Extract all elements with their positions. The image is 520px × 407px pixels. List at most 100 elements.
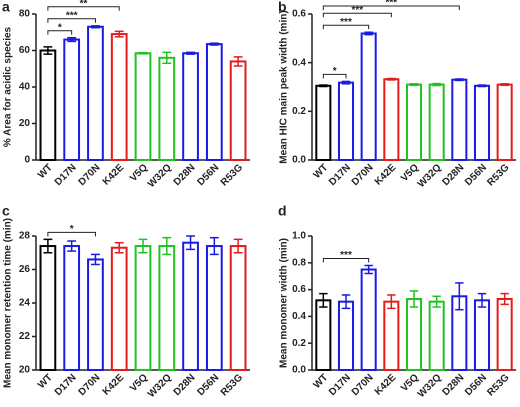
significance-label: *** bbox=[66, 10, 78, 21]
x-tick-label: D17N bbox=[327, 162, 353, 188]
error-bar bbox=[138, 238, 148, 254]
bar bbox=[315, 84, 332, 161]
bar bbox=[383, 300, 400, 371]
bar bbox=[39, 49, 57, 161]
x-tick-label: WT bbox=[36, 372, 55, 391]
bar bbox=[337, 81, 355, 161]
x-tick-label: D56N bbox=[195, 372, 221, 398]
error-bar bbox=[67, 240, 77, 252]
error-bar bbox=[43, 46, 53, 55]
x-tick-label: W32Q bbox=[416, 372, 444, 400]
significance-bracket bbox=[47, 18, 96, 23]
bar bbox=[473, 299, 491, 372]
y-tick-label: 40 bbox=[19, 82, 31, 93]
x-tick-label: D56N bbox=[463, 372, 489, 398]
error-bar bbox=[341, 80, 351, 85]
panel-letter: c bbox=[2, 203, 10, 219]
bar bbox=[360, 268, 377, 371]
bar bbox=[337, 300, 355, 371]
y-tick-label: 1.0 bbox=[292, 231, 306, 242]
bar bbox=[229, 245, 247, 371]
error-bar bbox=[319, 84, 328, 88]
x-tick-label: W32Q bbox=[146, 372, 174, 400]
error-bar bbox=[409, 83, 419, 87]
y-tick-label: 0.6 bbox=[292, 9, 306, 20]
significance-label: * bbox=[333, 66, 337, 77]
bar bbox=[134, 245, 152, 371]
significance-label: * bbox=[70, 224, 74, 235]
error-bar bbox=[114, 30, 124, 38]
significance-bracket bbox=[322, 257, 370, 263]
y-tick-label: 0 bbox=[24, 155, 30, 166]
error-bar bbox=[209, 42, 219, 46]
error-bar bbox=[387, 294, 396, 310]
bar bbox=[229, 60, 247, 162]
bar bbox=[360, 32, 377, 161]
y-tick-label: 24 bbox=[19, 298, 31, 309]
error-bar bbox=[432, 295, 441, 308]
error-bar bbox=[432, 82, 441, 87]
error-bar bbox=[364, 31, 373, 36]
y-tick-label: 0.2 bbox=[292, 338, 306, 349]
y-tick-label: 28 bbox=[19, 231, 31, 242]
error-bar bbox=[455, 78, 464, 82]
error-bar bbox=[91, 25, 100, 29]
significance-bracket bbox=[322, 5, 460, 10]
y-tick-label: 0.0 bbox=[292, 365, 306, 376]
x-tick-label: D70N bbox=[77, 162, 103, 188]
x-tick-label: R53G bbox=[219, 162, 245, 188]
error-bar bbox=[91, 253, 100, 266]
x-tick-label: D56N bbox=[463, 162, 489, 188]
x-tick-label: K42E bbox=[373, 372, 399, 398]
x-tick-label: D28N bbox=[172, 372, 198, 398]
x-tick-label: W32Q bbox=[416, 162, 444, 190]
error-bar bbox=[341, 294, 351, 310]
y-tick-label: 0.8 bbox=[292, 257, 306, 268]
error-bar bbox=[409, 290, 419, 308]
y-axis-label: Mean monomer width (min) bbox=[279, 238, 290, 368]
bar bbox=[428, 83, 445, 161]
error-bar bbox=[162, 236, 172, 256]
bar bbox=[87, 25, 104, 162]
significance-bracket bbox=[322, 24, 370, 30]
y-tick-label: 20 bbox=[19, 118, 31, 129]
x-tick-label: W32Q bbox=[146, 162, 174, 190]
error-bar bbox=[67, 36, 77, 43]
bar bbox=[63, 38, 81, 161]
y-axis-label: Mean monomer retention time (min) bbox=[3, 218, 14, 388]
x-tick-label: D70N bbox=[77, 372, 103, 398]
error-bar bbox=[500, 292, 509, 306]
error-bar bbox=[162, 51, 172, 65]
error-bar bbox=[138, 51, 148, 55]
significance-label: ** bbox=[80, 0, 88, 9]
panel-letter: d bbox=[278, 203, 287, 219]
y-tick-label: 22 bbox=[19, 331, 31, 342]
significance-bracket bbox=[322, 73, 347, 79]
significance-bracket bbox=[47, 6, 120, 11]
panel-letter: a bbox=[2, 0, 10, 15]
error-bar bbox=[477, 292, 487, 308]
error-bar bbox=[477, 84, 487, 88]
x-tick-label: D17N bbox=[53, 162, 79, 188]
error-bar bbox=[209, 236, 219, 256]
bar bbox=[405, 83, 423, 161]
bar bbox=[205, 43, 223, 161]
error-bar bbox=[364, 264, 373, 275]
x-tick-label: D70N bbox=[350, 162, 376, 188]
error-bar bbox=[387, 77, 396, 81]
bar bbox=[205, 245, 223, 371]
error-bar bbox=[186, 51, 195, 55]
bar bbox=[182, 241, 199, 371]
bar bbox=[39, 245, 57, 371]
y-tick-label: 0.6 bbox=[292, 284, 306, 295]
y-tick-label: 26 bbox=[19, 264, 31, 275]
y-tick-label: 20 bbox=[19, 365, 31, 376]
bar bbox=[110, 33, 128, 162]
significance-label: *** bbox=[351, 5, 363, 16]
bar bbox=[158, 56, 176, 161]
significance-label: *** bbox=[340, 250, 352, 261]
x-tick-label: D28N bbox=[440, 162, 466, 188]
error-bar bbox=[233, 56, 243, 67]
x-tick-label: R53G bbox=[485, 372, 511, 398]
x-tick-label: K42E bbox=[101, 162, 127, 188]
